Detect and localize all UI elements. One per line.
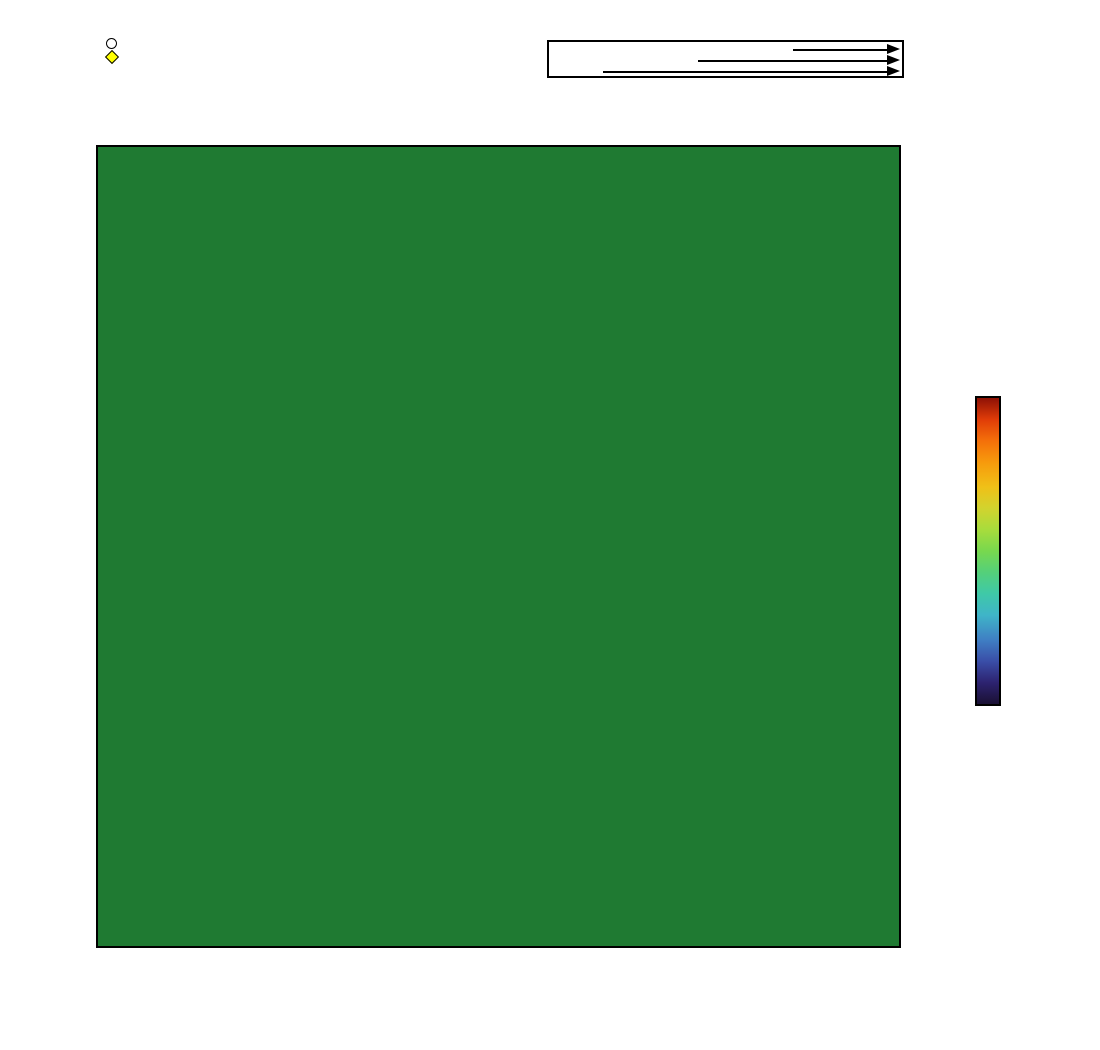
- vector-shaft-1: [793, 49, 888, 51]
- arrow-head-icon-3: [887, 66, 900, 76]
- vector-scale-legend: [547, 40, 904, 78]
- salinity-field-canvas: [98, 147, 899, 946]
- vector-scale-row-2: [549, 55, 902, 66]
- diamond-marker-icon: [104, 49, 119, 65]
- salinity-map[interactable]: [96, 145, 901, 948]
- colorbar: [975, 396, 1001, 706]
- vector-shaft-3: [603, 71, 888, 73]
- vector-scale-row-3: [549, 66, 902, 77]
- legend-item-ndbc: [104, 49, 120, 65]
- vector-scale-row-1: [549, 44, 902, 55]
- circle-marker-icon: [106, 37, 117, 49]
- vector-shaft-2: [698, 60, 888, 62]
- arrow-head-icon-1: [887, 44, 900, 54]
- legend-item-usm: [106, 36, 120, 50]
- marker-legend: [104, 36, 120, 65]
- colorbar-gradient: [975, 396, 1001, 706]
- arrow-head-icon-2: [887, 55, 900, 65]
